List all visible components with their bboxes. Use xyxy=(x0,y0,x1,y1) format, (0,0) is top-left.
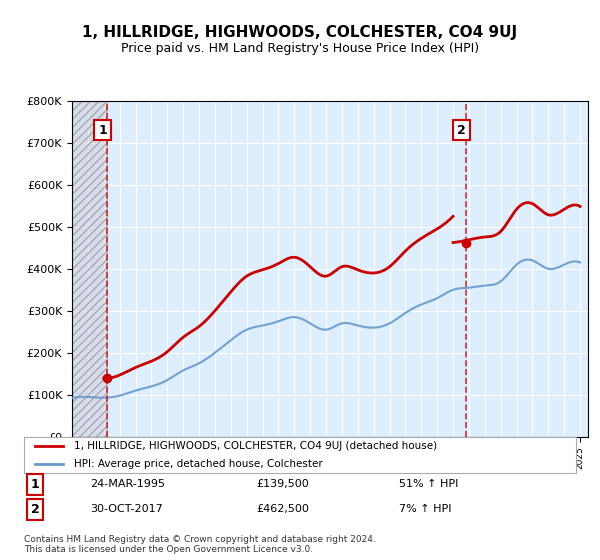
Text: HPI: Average price, detached house, Colchester: HPI: Average price, detached house, Colc… xyxy=(74,459,322,469)
Bar xyxy=(72,101,107,437)
Text: 2: 2 xyxy=(31,503,40,516)
Text: 24-MAR-1995: 24-MAR-1995 xyxy=(90,479,165,489)
Text: 1, HILLRIDGE, HIGHWOODS, COLCHESTER, CO4 9UJ: 1, HILLRIDGE, HIGHWOODS, COLCHESTER, CO4… xyxy=(82,25,518,40)
Bar xyxy=(72,101,107,437)
Text: 1, HILLRIDGE, HIGHWOODS, COLCHESTER, CO4 9UJ (detached house): 1, HILLRIDGE, HIGHWOODS, COLCHESTER, CO4… xyxy=(74,441,437,451)
Text: 30-OCT-2017: 30-OCT-2017 xyxy=(90,505,163,515)
Text: 7% ↑ HPI: 7% ↑ HPI xyxy=(400,505,452,515)
Text: £462,500: £462,500 xyxy=(256,505,309,515)
Text: Price paid vs. HM Land Registry's House Price Index (HPI): Price paid vs. HM Land Registry's House … xyxy=(121,42,479,55)
Text: Contains HM Land Registry data © Crown copyright and database right 2024.
This d: Contains HM Land Registry data © Crown c… xyxy=(24,535,376,554)
Text: 2: 2 xyxy=(457,124,466,137)
Text: 51% ↑ HPI: 51% ↑ HPI xyxy=(400,479,459,489)
Text: 1: 1 xyxy=(98,124,107,137)
Text: £139,500: £139,500 xyxy=(256,479,308,489)
Text: 1: 1 xyxy=(31,478,40,491)
